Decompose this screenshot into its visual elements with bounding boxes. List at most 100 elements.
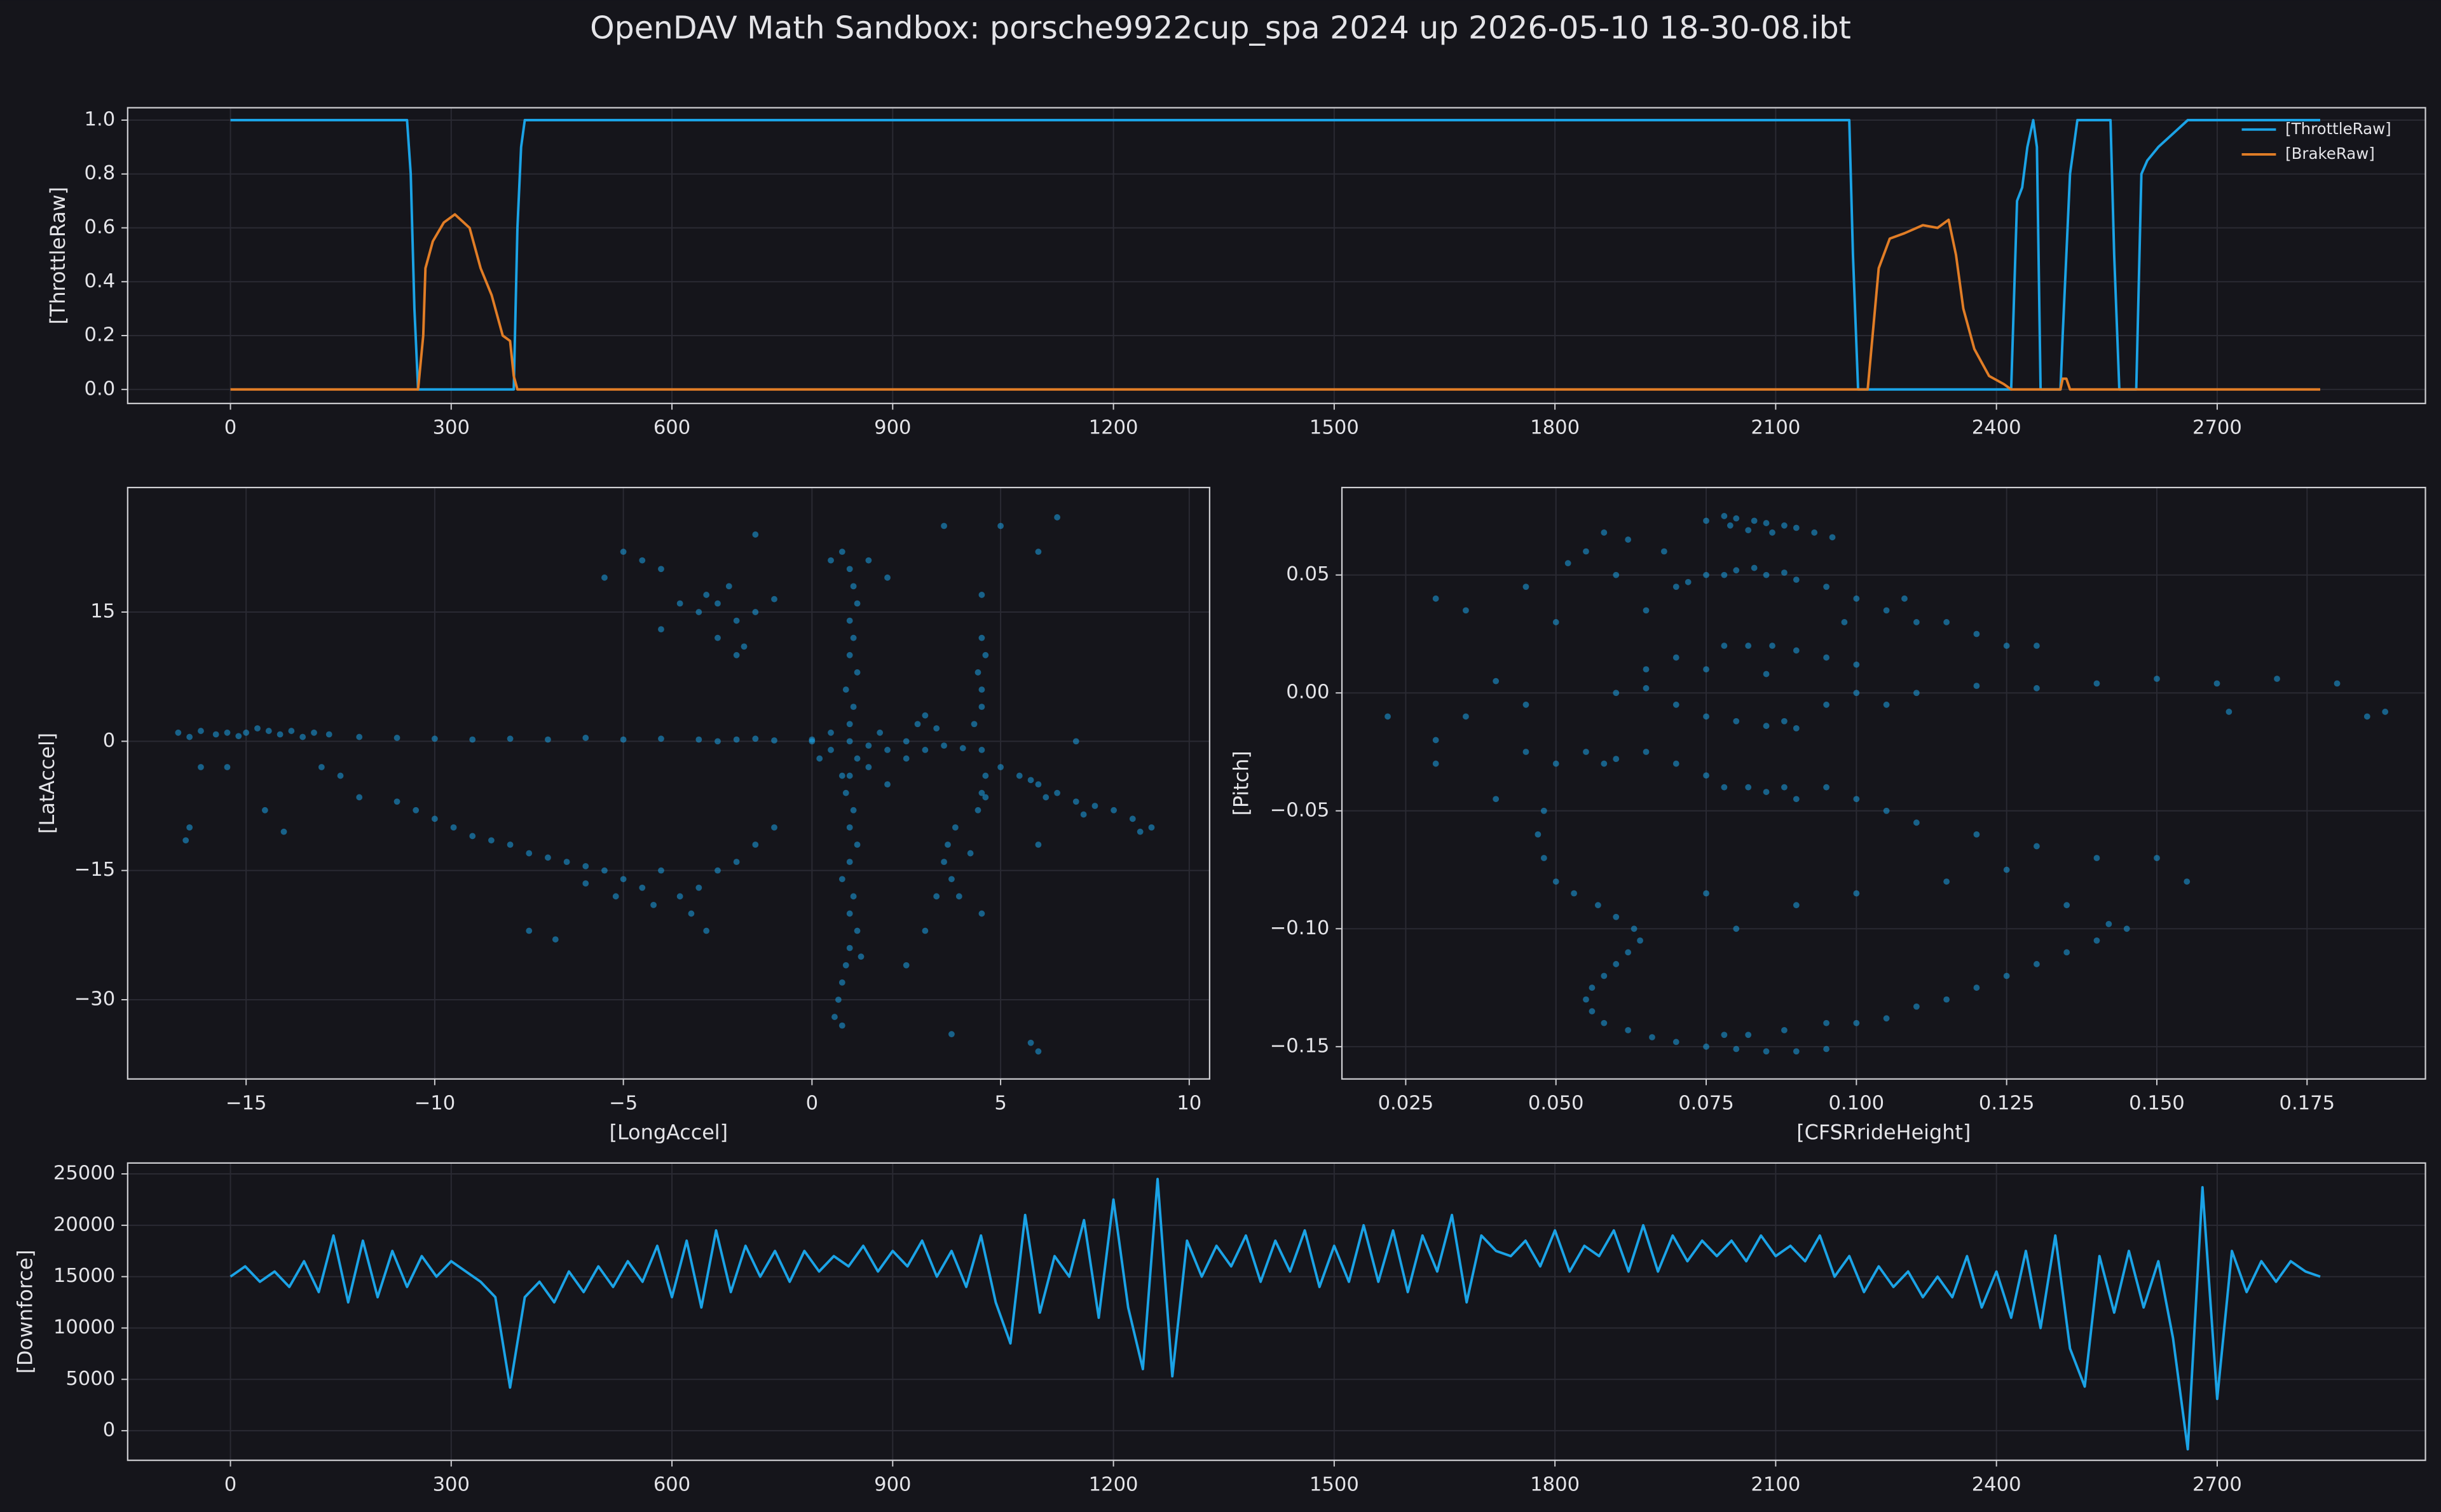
scatter-point: [1901, 595, 1908, 602]
scatter-point: [1793, 576, 1800, 583]
scatter-point: [1148, 824, 1155, 831]
scatter-point: [1054, 514, 1060, 521]
x-tick-label: −5: [609, 1092, 638, 1114]
scatter-point: [1540, 807, 1547, 814]
scatter-point: [1091, 803, 1098, 809]
scatter-point: [997, 764, 1004, 770]
scatter-point: [1781, 1026, 1788, 1033]
scatter-point: [854, 600, 861, 607]
scatter-point: [838, 979, 845, 986]
scatter-point: [752, 531, 759, 538]
scatter-point: [2274, 676, 2280, 682]
scatter-point: [850, 893, 857, 900]
scatter-point: [243, 729, 250, 736]
scatter-point: [974, 807, 981, 814]
x-tick-label: −15: [226, 1092, 267, 1114]
scatter-point: [835, 997, 842, 1003]
scatter-point: [1733, 567, 1740, 574]
scatter-point: [1973, 683, 1980, 690]
scatter-point: [1601, 529, 1608, 536]
y-axis-label: [Downforce]: [13, 1250, 38, 1373]
scatter-point: [1643, 666, 1650, 673]
axes-frame: [126, 107, 2426, 404]
x-tick-label: 600: [653, 1473, 690, 1495]
scatter-point: [1703, 772, 1709, 779]
scatter-point: [733, 736, 740, 743]
scatter-point: [1811, 529, 1818, 536]
scatter-point: [545, 736, 551, 743]
scatter-point: [186, 824, 193, 831]
scatter-point: [1703, 571, 1709, 578]
y-tick-label: 0: [103, 1419, 115, 1441]
data-line: [230, 213, 2320, 391]
scatter-point: [212, 731, 219, 738]
scatter-point: [1733, 718, 1740, 725]
scatter-point: [1432, 760, 1439, 767]
y-tick-label: 15: [90, 601, 115, 623]
scatter-point: [1793, 902, 1800, 909]
scatter-point: [695, 609, 702, 615]
scatter-point: [1883, 701, 1890, 708]
scatter-point: [1853, 1019, 1860, 1026]
scatter-point: [393, 798, 400, 805]
scatter-point: [850, 704, 857, 711]
scatter-point: [725, 583, 732, 590]
scatter-point: [1643, 749, 1650, 755]
scatter-point: [1745, 527, 1752, 534]
scatter-point: [2093, 855, 2100, 861]
scatter-point: [1016, 772, 1023, 779]
x-axis-label: [CFSRrideHeight]: [1796, 1120, 1971, 1144]
scatter-point: [1672, 701, 1679, 708]
scatter-point: [658, 626, 664, 633]
scatter-point: [1522, 583, 1529, 590]
scatter-point: [1540, 855, 1547, 861]
scatter-point: [1913, 619, 1920, 625]
scatter-point: [1672, 654, 1679, 661]
plot-layer: [229, 1178, 2321, 1451]
scatter-point: [1853, 690, 1860, 697]
scatter-point: [1643, 607, 1650, 614]
scatter-point: [1823, 701, 1829, 708]
scatter-point: [1763, 520, 1770, 526]
scatter-point: [846, 651, 853, 658]
scatter-point: [507, 841, 514, 848]
scatter-point: [545, 854, 551, 861]
plot-layer: [1385, 513, 2389, 1055]
scatter-point: [1703, 666, 1709, 673]
scatter-point: [715, 867, 721, 874]
scatter-point: [941, 859, 947, 866]
scatter-point: [1027, 1039, 1034, 1046]
scatter-point: [1733, 515, 1740, 522]
scatter-point: [1853, 796, 1860, 803]
scatter-point: [1637, 937, 1643, 944]
y-tick-label: 5000: [65, 1368, 115, 1390]
subplot: 0 300 600 900 1200 1500 1800 2100 2400 2700 0 5000 1…: [13, 1162, 2426, 1495]
scatter-point: [1823, 1045, 1829, 1052]
scatter-point: [488, 837, 495, 844]
scatter-point: [1552, 760, 1559, 767]
scatter-point: [198, 764, 204, 770]
scatter-point: [865, 764, 872, 770]
scatter-point: [959, 745, 966, 752]
scatter-point: [884, 781, 891, 788]
scatter-point: [842, 789, 849, 796]
x-tick-label: 0.150: [2129, 1092, 2185, 1114]
scatter-point: [1769, 529, 1775, 536]
y-tick-label: 0.8: [85, 162, 116, 184]
scatter-point: [854, 927, 861, 934]
scatter-point: [1522, 749, 1529, 755]
y-tick-label: 0.05: [1286, 563, 1329, 585]
scatter-point: [1035, 781, 1042, 788]
x-tick-label: 1200: [1089, 416, 1138, 439]
scatter-point: [846, 617, 853, 624]
scatter-point: [325, 731, 332, 738]
x-tick-label: −10: [414, 1092, 456, 1114]
scatter-point: [741, 643, 748, 650]
scatter-point: [1763, 571, 1770, 578]
scatter-point: [982, 651, 989, 658]
scatter-point: [828, 747, 834, 753]
scatter-point: [955, 893, 962, 900]
scatter-point: [1035, 548, 1042, 555]
plot-layer: [175, 514, 1155, 1055]
